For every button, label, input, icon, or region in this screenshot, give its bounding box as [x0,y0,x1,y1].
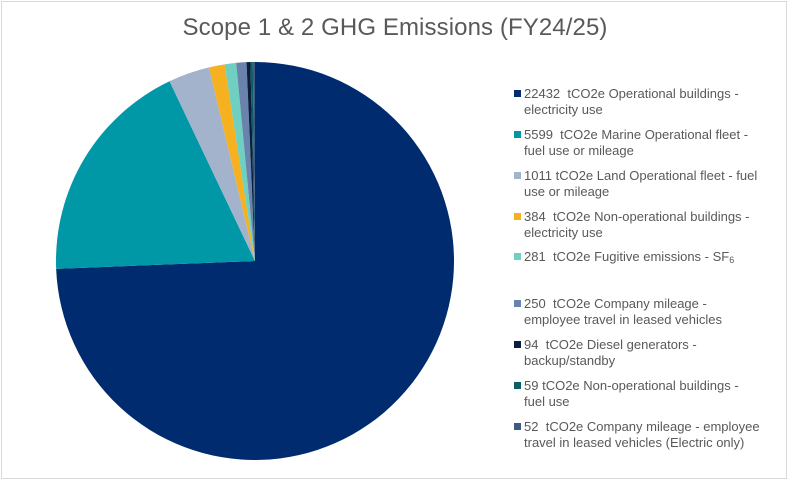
legend-item: 250 tCO2e Company mileage - employee tra… [514,296,782,328]
legend-value: 52 [524,419,539,434]
legend-value: 5599 [524,127,553,142]
legend-item: 281 tCO2e Fugitive emissions - SF6 [514,249,782,268]
pie-slice [169,67,255,261]
pie-slice [56,81,256,269]
legend-swatch [514,131,521,138]
legend-label: tCO2e Fugitive emissions - SF [552,249,730,264]
legend-label-line2: fuel use [524,394,570,409]
legend-label: tCO2e Company mileage - employee [545,419,760,434]
legend-swatch [514,423,521,430]
legend-label-line2: employee travel in leased vehicles [524,312,722,327]
legend-value: 384 [524,209,546,224]
legend-item: 52 tCO2e Company mileage - employee trav… [514,419,782,451]
legend-label: tCO2e Marine Operational fleet - [560,127,749,142]
legend-value: 59 [524,378,539,393]
legend-item: 22432 tCO2e Operational buildings - elec… [514,86,782,118]
legend-item: 1011 tCO2e Land Operational fleet - fuel… [514,168,782,200]
legend-label-line2: fuel use or mileage [524,143,634,158]
legend-subscript: 6 [729,255,735,265]
pie-slices [56,62,455,460]
legend-label: tCO2e Diesel generators - [545,337,697,352]
pie-slice [250,62,255,262]
legend-item: 384 tCO2e Non-operational buildings - el… [514,209,782,241]
legend-value: 250 [524,296,546,311]
chart-title: Scope 1 & 2 GHG Emissions (FY24/25) [182,14,608,41]
pie-slice [236,62,255,261]
legend-label-line2: travel in leased vehicles (Electric only… [524,435,745,450]
legend-swatch [514,90,521,97]
legend-value: 22432 [524,86,561,101]
legend-label-line2: electricity use [524,102,603,117]
legend-item: 94 tCO2e Diesel generators - backup/stan… [514,337,782,369]
legend-swatch [514,253,521,260]
legend-swatch [514,341,521,348]
legend-label-line2: use or mileage [524,184,610,199]
legend-label: tCO2e Company mileage - [552,296,707,311]
legend-value: 281 [524,249,546,264]
legend-value: 94 [524,337,539,352]
pie-slice [208,64,255,262]
legend-value: 1011 [524,168,552,183]
pie-slice [252,62,255,261]
legend-item: 59 tCO2e Non-operational buildings - fue… [514,378,782,410]
legend-label: tCO2e Operational buildings - [567,86,739,101]
legend-swatch [514,213,521,220]
legend-item: 5599 tCO2e Marine Operational fleet - fu… [514,127,782,159]
legend-swatch [514,172,521,179]
legend-label: tCO2e Land Operational fleet - fuel [555,168,758,183]
legend-swatch [514,300,521,307]
pie-slice [246,62,255,262]
legend-label: tCO2e Non-operational buildings - [552,209,750,224]
legend-swatch [514,382,521,389]
pie-slice [224,62,255,262]
pie-slice [56,62,455,460]
legend-label-line2: backup/standby [524,353,616,368]
legend-label-line2: electricity use [524,225,603,240]
legend-label: tCO2e Non-operational buildings - [542,378,739,393]
